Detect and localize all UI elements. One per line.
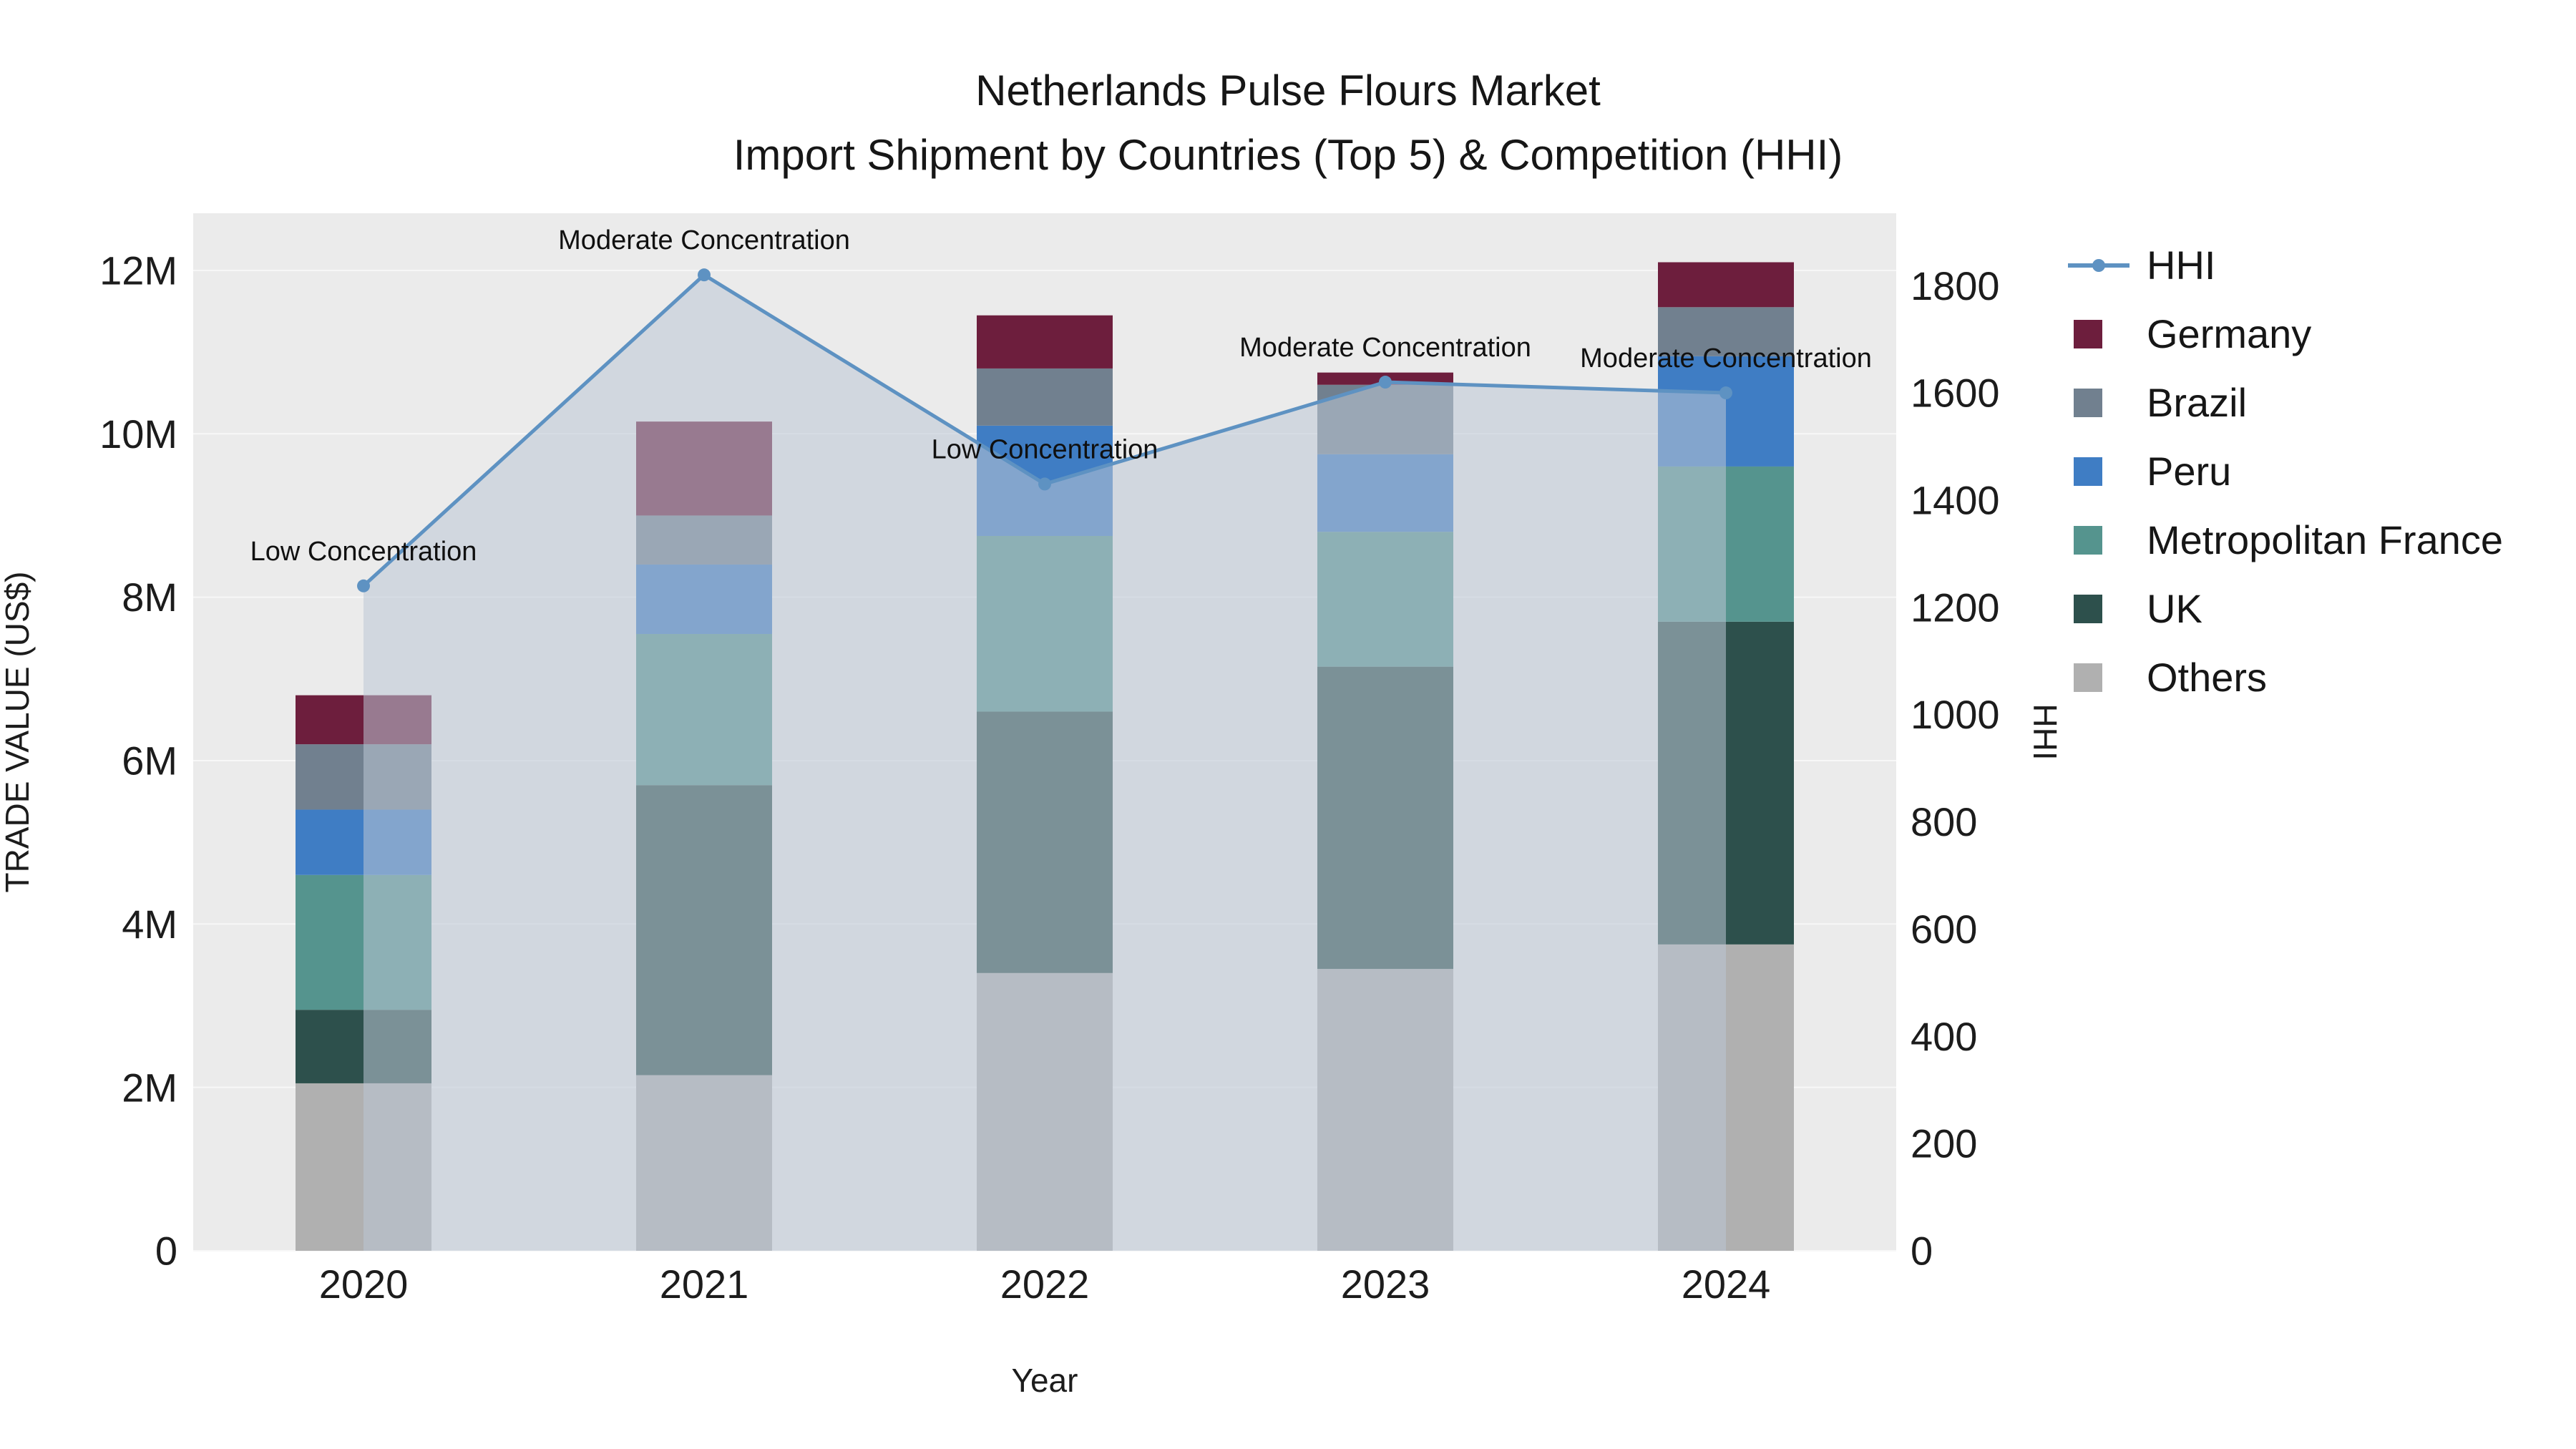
y-right-tick-label: 400 [1911,1014,1977,1059]
legend-label: Metropolitan France [2147,517,2504,562]
legend: HHI Germany Brazil Peru Metropolitan France U… [2068,242,2503,701]
legend-item-brazil[interactable]: Brazil [2068,379,2503,426]
legend-swatch [2068,457,2129,487]
legend-label: HHI [2147,243,2216,288]
legend-label: Peru [2147,449,2232,494]
y-right-tick-label: 1600 [1911,371,2000,416]
y-right-tick-label: 600 [1911,907,1977,952]
legend-label: Germany [2147,311,2312,356]
y-left-tick-label: 4M [122,902,177,947]
y-right-tick-label: 1200 [1911,585,2000,630]
annotation: Moderate Concentration [558,225,850,255]
legend-item-hhi[interactable]: HHI [2068,242,2503,288]
x-tick-label: 2023 [1341,1262,1430,1307]
x-tick-label: 2020 [319,1262,409,1307]
legend-item-uk[interactable]: UK [2068,585,2503,632]
legend-label: UK [2147,586,2202,631]
hhi-area-fill [364,275,1726,1251]
chart-title-block: Netherlands Pulse Flours Market Import S… [0,59,2576,187]
legend-item-germany[interactable]: Germany [2068,311,2503,357]
legend-swatch [2068,525,2129,555]
legend-item-peru[interactable]: Peru [2068,448,2503,494]
y-right-axis-title: HHI [2026,703,2064,760]
legend-line-marker [2068,250,2129,280]
legend-item-metropolitan-france[interactable]: Metropolitan France [2068,517,2503,563]
legend-swatch [2068,388,2129,418]
y-left-tick-label: 0 [155,1229,177,1274]
bar-segment[interactable] [977,368,1113,426]
annotation: Moderate Concentration [1580,343,1872,374]
y-left-axis-title: TRADE VALUE (US$) [0,571,36,892]
x-axis-title: Year [1012,1362,1078,1399]
y-right-tick-label: 0 [1911,1229,1933,1274]
x-tick-label: 2024 [1682,1262,1771,1307]
y-left-tick-label: 6M [122,738,177,784]
y-left-tick-label: 10M [99,411,177,457]
legend-swatch [2068,594,2129,624]
hhi-marker[interactable] [1379,376,1392,389]
annotation: Low Concentration [250,537,477,567]
bar-segment[interactable] [1658,307,1794,356]
bar-segment[interactable] [1658,262,1794,308]
x-tick-label: 2022 [1000,1262,1090,1307]
legend-swatch [2068,319,2129,349]
hhi-marker[interactable] [698,268,711,282]
legend-label: Brazil [2147,380,2248,425]
bar-segment[interactable] [977,315,1113,369]
hhi-marker[interactable] [1719,386,1732,400]
legend-swatch [2068,663,2129,693]
legend-item-others[interactable]: Others [2068,654,2503,701]
y-right-tick-label: 1800 [1911,263,2000,308]
chart-title: Netherlands Pulse Flours Market [975,67,1601,114]
chart-subtitle: Import Shipment by Countries (Top 5) & C… [733,131,1843,179]
y-right-tick-label: 800 [1911,799,1977,844]
y-right-tick-label: 1400 [1911,478,2000,523]
y-right-tick-label: 200 [1911,1121,1977,1166]
y-left-tick-label: 8M [122,575,177,620]
y-left-tick-label: 12M [99,248,177,293]
annotation: Moderate Concentration [1239,333,1531,363]
legend-label: Others [2147,655,2268,700]
y-left-tick-label: 2M [122,1065,177,1110]
x-tick-label: 2021 [660,1262,749,1307]
hhi-marker[interactable] [1038,477,1051,491]
y-right-tick-label: 1000 [1911,692,2000,737]
hhi-marker[interactable] [357,579,370,592]
annotation: Low Concentration [932,434,1158,464]
